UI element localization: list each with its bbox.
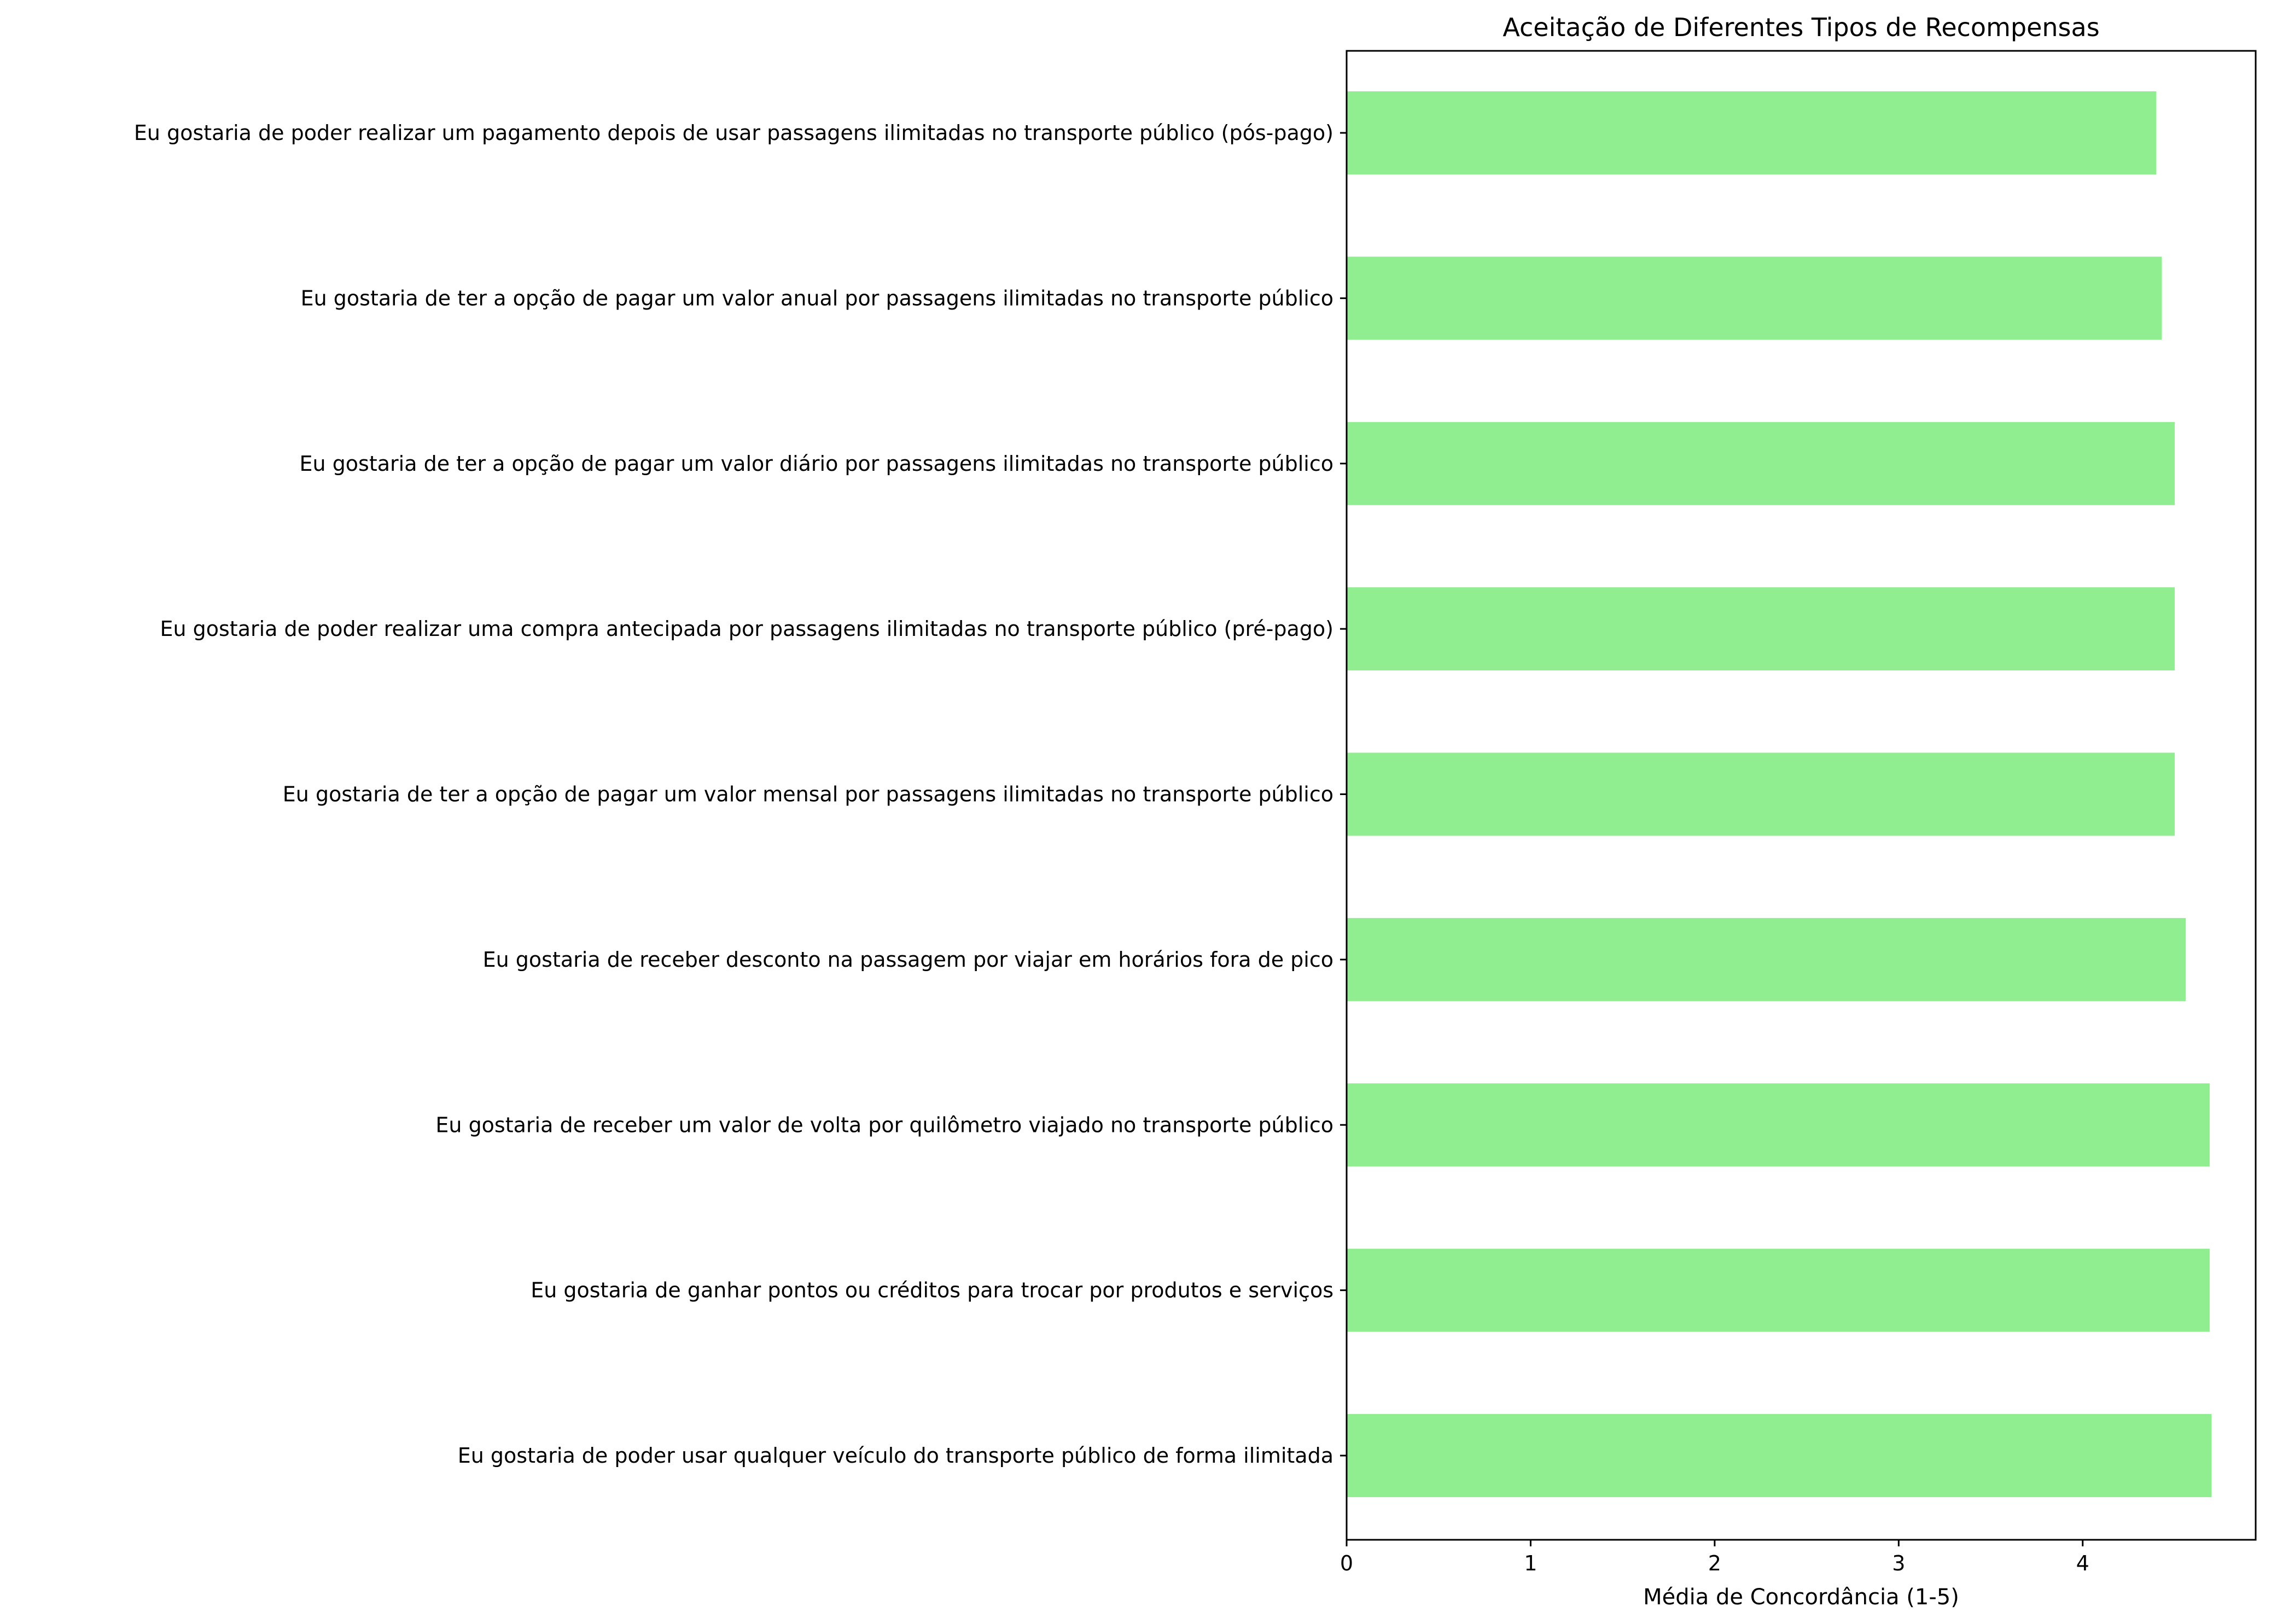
bar [1347,422,2175,505]
y-tick-label: Eu gostaria de ter a opção de pagar um v… [283,782,1333,807]
bar [1347,918,2186,1001]
category-labels: Eu gostaria de poder realizar um pagamen… [134,121,1347,1468]
x-tick-label: 4 [2076,1551,2089,1575]
x-tick-label: 3 [1892,1551,1905,1575]
y-tick-label: Eu gostaria de poder realizar uma compra… [160,617,1333,641]
x-tick-label: 2 [1708,1551,1721,1575]
bar [1347,1083,2210,1167]
x-axis-ticks: 0 1 2 3 4 [1340,1540,2089,1575]
y-tick-label: Eu gostaria de ter a opção de pagar um v… [300,452,1333,476]
bar [1347,587,2175,671]
y-tick-label: Eu gostaria de ganhar pontos ou créditos… [531,1278,1333,1302]
x-axis-label: Média de Concordância (1-5) [1643,1585,1959,1610]
y-tick-label: Eu gostaria de poder usar qualquer veícu… [458,1444,1333,1468]
y-tick-label: Eu gostaria de poder realizar um pagamen… [134,121,1333,145]
bars-layer [1347,91,2212,1497]
bar [1347,256,2162,340]
y-tick-label: Eu gostaria de ter a opção de pagar um v… [301,286,1333,310]
bar [1347,91,2157,174]
chart-title: Aceitação de Diferentes Tipos de Recompe… [1503,13,2099,42]
bar [1347,1248,2210,1332]
bar [1347,752,2175,836]
y-tick-label: Eu gostaria de receber desconto na passa… [483,948,1333,972]
bar [1347,1414,2212,1497]
x-tick-label: 1 [1524,1551,1537,1575]
plot-frame [1346,50,2257,1541]
x-tick-label: 0 [1340,1551,1353,1575]
y-tick-label: Eu gostaria de receber um valor de volta… [435,1113,1333,1137]
